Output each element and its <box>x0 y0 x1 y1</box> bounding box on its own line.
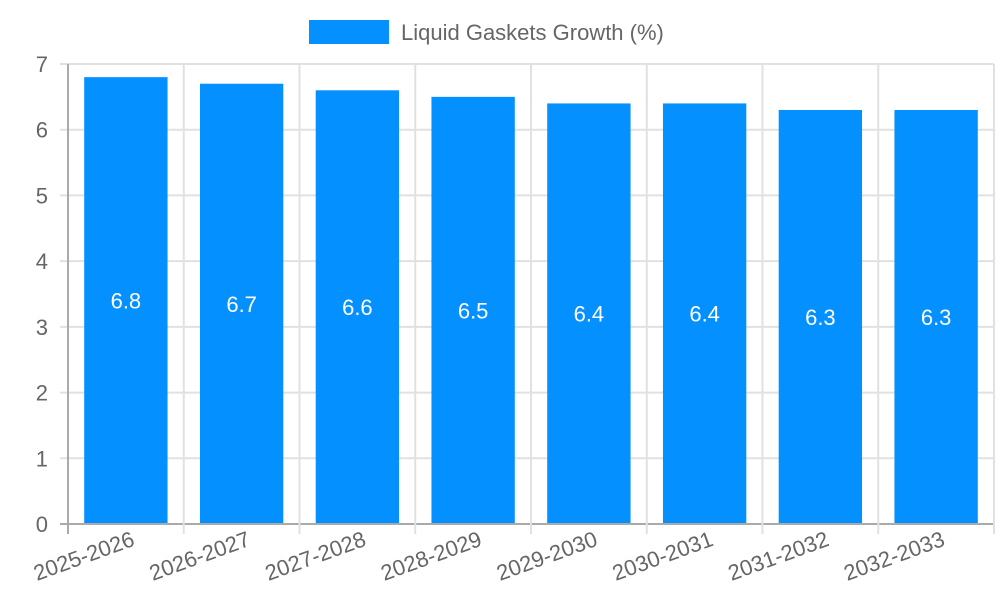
x-tick-label: 2030-2031 <box>609 526 716 585</box>
bar[interactable] <box>894 110 978 523</box>
bar-value-label: 6.7 <box>226 292 257 317</box>
y-tick-label: 2 <box>36 381 48 406</box>
bar[interactable] <box>315 90 400 524</box>
bar-value-label: 6.3 <box>805 305 836 330</box>
bar-value-label: 6.8 <box>111 289 142 314</box>
bar[interactable] <box>662 103 747 523</box>
bar[interactable] <box>547 103 631 523</box>
y-axis: 0 1 2 3 4 5 6 7 <box>36 52 48 537</box>
y-tick-label: 7 <box>36 52 48 77</box>
bar-value-label: 6.3 <box>921 305 952 330</box>
x-tick-label: 2032-2033 <box>840 526 947 585</box>
y-tick-label: 3 <box>36 315 48 340</box>
legend[interactable]: Liquid Gaskets Growth (%) <box>309 20 664 45</box>
bar[interactable] <box>84 77 168 524</box>
y-tick-label: 4 <box>36 249 48 274</box>
x-tick-label: 2031-2032 <box>725 526 832 585</box>
legend-label: Liquid Gaskets Growth (%) <box>401 20 664 45</box>
y-tick-label: 5 <box>36 183 48 208</box>
bar-value-label: 6.4 <box>574 302 605 327</box>
x-axis: 2025-2026 2026-2027 2027-2028 2028-2029 2029… <box>30 526 948 585</box>
bar-value-label: 6.6 <box>342 295 373 320</box>
bars: 6.8 6.7 6.6 6.5 6.4 6.4 6.3 6.3 <box>84 77 978 524</box>
y-tick-label: 0 <box>36 512 48 537</box>
y-tick-label: 6 <box>36 118 48 143</box>
bar[interactable] <box>199 83 284 523</box>
bar[interactable] <box>778 110 863 523</box>
legend-swatch <box>309 20 389 44</box>
bar-value-label: 6.4 <box>689 302 720 327</box>
x-tick-label: 2027-2028 <box>262 526 369 585</box>
x-tick-label: 2026-2027 <box>146 526 253 585</box>
bar[interactable] <box>431 96 515 523</box>
bar-value-label: 6.5 <box>458 298 489 323</box>
x-tick-label: 2029-2030 <box>493 526 600 585</box>
y-tick-label: 1 <box>36 446 48 471</box>
x-tick-label: 2028-2029 <box>377 526 484 585</box>
